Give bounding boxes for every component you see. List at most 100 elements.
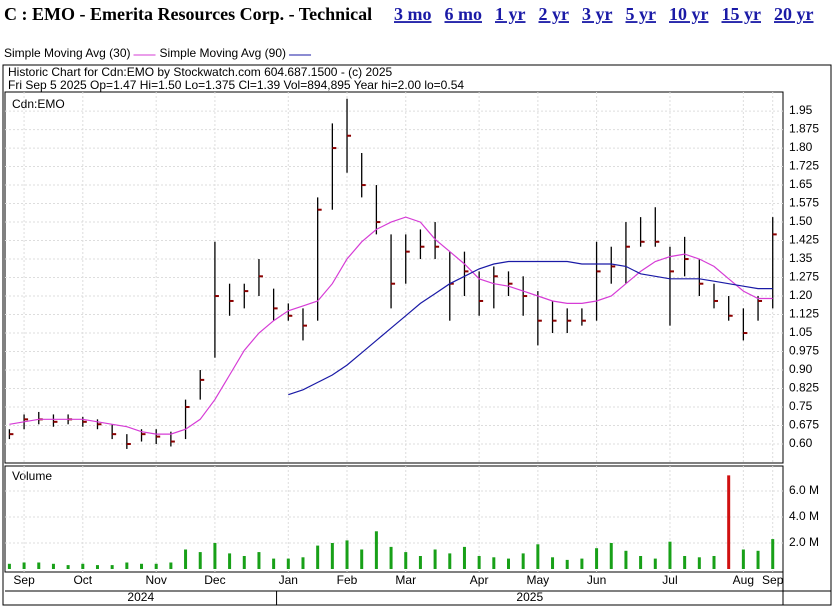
volume-panel <box>4 465 784 573</box>
y-tick-label: 0.675 <box>789 418 819 432</box>
volume-bar <box>169 562 173 569</box>
x-tick-label: May <box>527 573 550 587</box>
x-tick-label: Feb <box>337 573 358 587</box>
volume-bar <box>154 563 158 569</box>
volume-bar <box>756 550 760 569</box>
volume-bar <box>242 555 246 569</box>
period-link[interactable]: 3 yr <box>582 4 613 24</box>
y-tick-label: 0.60 <box>789 436 813 450</box>
volume-bar <box>37 562 41 569</box>
y-tick-label: 1.80 <box>789 140 813 154</box>
chart-info: Fri Sep 5 2025 Op=1.47 Hi=1.50 Lo=1.375 … <box>8 78 464 92</box>
volume-bar <box>418 555 422 569</box>
volume-bar <box>580 558 584 569</box>
volume-bar <box>125 562 129 569</box>
moving-average <box>288 260 773 396</box>
volume-bar <box>404 552 408 569</box>
volume-bar <box>257 552 261 569</box>
volume-bar <box>595 548 599 569</box>
x-tick-label: Apr <box>470 573 489 587</box>
x-tick-label: Jan <box>279 573 298 587</box>
year-label: 2024 <box>127 590 154 604</box>
volume-bar <box>316 545 320 569</box>
x-tick-label: Aug <box>733 573 754 587</box>
legend-label: Simple Moving Avg (30) <box>4 46 131 60</box>
volume-bar <box>506 558 510 569</box>
x-tick-label: Mar <box>395 573 416 587</box>
volume-bar <box>110 565 114 569</box>
x-tick-label: Dec <box>204 573 225 587</box>
volume-bar <box>448 553 452 569</box>
volume-bar <box>374 531 378 569</box>
y-tick-label: 1.725 <box>789 159 819 173</box>
y-tick-label: 0.75 <box>789 399 813 413</box>
y-tick-label: 1.125 <box>789 307 819 321</box>
page-title: C : EMO - Emerita Resources Corp. - Tech… <box>4 4 372 24</box>
x-tick-label: Nov <box>146 573 167 587</box>
x-tick-label: Oct <box>73 573 92 587</box>
period-link[interactable]: 20 yr <box>774 4 814 24</box>
year-label: 2025 <box>516 590 543 604</box>
x-tick-label: Jul <box>662 573 677 587</box>
volume-tick-label: 2.0 M <box>789 535 819 549</box>
volume-bar <box>462 546 466 569</box>
chart-frame <box>2 64 832 606</box>
volume-bar <box>683 555 687 569</box>
chart-subtitle: Historic Chart for Cdn:EMO by Stockwatch… <box>8 65 392 79</box>
period-link[interactable]: 10 yr <box>669 4 709 24</box>
volume-bar <box>22 562 26 569</box>
volume-bar <box>389 546 393 569</box>
volume-bar <box>697 557 701 569</box>
period-link[interactable]: 1 yr <box>495 4 526 24</box>
y-tick-label: 1.425 <box>789 233 819 247</box>
volume-label: Volume <box>12 469 52 483</box>
y-tick-label: 0.975 <box>789 344 819 358</box>
y-tick-label: 1.20 <box>789 288 813 302</box>
y-tick-label: 1.575 <box>789 196 819 210</box>
volume-bar <box>433 549 437 569</box>
volume-bar <box>360 549 364 569</box>
volume-bar <box>727 475 731 569</box>
volume-bar <box>330 542 334 569</box>
y-tick-label: 1.95 <box>789 103 813 117</box>
x-tick-label: Sep <box>13 573 35 587</box>
period-link[interactable]: 3 mo <box>394 4 432 24</box>
volume-bar <box>213 542 217 569</box>
volume-bar <box>492 557 496 569</box>
legend-label: Simple Moving Avg (90) <box>160 46 287 60</box>
volume-bar <box>345 540 349 569</box>
x-tick-label: Sep <box>762 573 784 587</box>
moving-average <box>9 216 773 435</box>
period-link[interactable]: 15 yr <box>722 4 762 24</box>
y-tick-label: 1.35 <box>789 251 813 265</box>
volume-bar <box>7 563 11 569</box>
y-tick-label: 1.05 <box>789 325 813 339</box>
volume-bar <box>81 563 85 569</box>
period-link[interactable]: 2 yr <box>539 4 570 24</box>
y-tick-label: 0.825 <box>789 381 819 395</box>
volume-bar <box>624 550 628 569</box>
volume-bar <box>536 544 540 569</box>
volume-bar <box>639 555 643 569</box>
volume-tick-label: 6.0 M <box>789 483 819 497</box>
symbol-label: Cdn:EMO <box>12 97 65 111</box>
volume-bar <box>301 557 305 569</box>
volume-bar <box>609 542 613 569</box>
volume-bar <box>653 558 657 569</box>
volume-bar <box>741 549 745 569</box>
volume-tick-label: 4.0 M <box>789 509 819 523</box>
volume-bar <box>184 549 188 569</box>
volume-bar <box>272 558 276 569</box>
volume-bar <box>95 565 99 569</box>
volume-bar <box>712 555 716 569</box>
volume-bar <box>140 563 144 569</box>
period-link[interactable]: 6 mo <box>445 4 483 24</box>
period-link[interactable]: 5 yr <box>626 4 657 24</box>
volume-bar <box>771 539 775 569</box>
y-tick-label: 1.875 <box>789 122 819 136</box>
volume-bar <box>565 559 569 569</box>
volume-bar <box>521 553 525 569</box>
y-tick-label: 1.275 <box>789 270 819 284</box>
volume-bar <box>477 555 481 569</box>
